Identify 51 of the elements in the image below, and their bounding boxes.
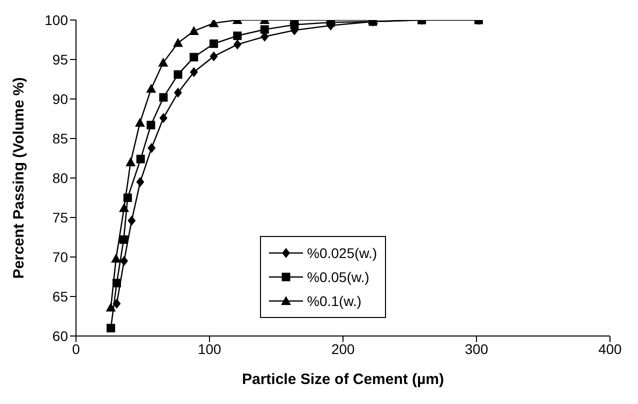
point bbox=[159, 93, 168, 102]
point bbox=[128, 216, 136, 226]
point bbox=[159, 112, 168, 123]
point bbox=[112, 298, 121, 309]
x-tick-label: 400 bbox=[598, 340, 622, 357]
point bbox=[119, 203, 130, 212]
point bbox=[123, 194, 132, 202]
point bbox=[106, 302, 116, 312]
y-tick-label: 90 bbox=[52, 90, 68, 107]
point bbox=[106, 324, 116, 332]
point bbox=[208, 20, 219, 28]
point bbox=[111, 254, 122, 263]
y-axis-title: Percent Passing (Volume %) bbox=[10, 77, 28, 279]
point bbox=[146, 120, 156, 130]
y-tick-label: 85 bbox=[52, 130, 68, 146]
point bbox=[210, 39, 218, 48]
y-tick-label: 75 bbox=[52, 209, 68, 226]
x-tick-label: 100 bbox=[198, 340, 222, 357]
point bbox=[190, 52, 198, 62]
y-tick-label: 65 bbox=[52, 288, 68, 304]
point bbox=[233, 32, 242, 40]
y-tick-label: 95 bbox=[52, 51, 68, 68]
point bbox=[174, 70, 182, 79]
point bbox=[136, 176, 144, 187]
point bbox=[210, 51, 218, 62]
legend-label: %0.025(w.) bbox=[307, 245, 378, 261]
x-tick-label: 0 bbox=[72, 340, 80, 357]
y-tick-label: 70 bbox=[52, 248, 68, 265]
x-tick-label: 200 bbox=[331, 340, 355, 357]
point bbox=[188, 26, 199, 36]
point bbox=[126, 157, 136, 166]
point bbox=[134, 118, 145, 127]
point bbox=[190, 67, 198, 78]
point bbox=[120, 256, 128, 266]
legend-label: %0.1(w.) bbox=[307, 293, 362, 309]
x-axis-title: Particle Size of Cement (µm) bbox=[242, 371, 444, 388]
point bbox=[136, 154, 145, 164]
point bbox=[233, 39, 242, 50]
point bbox=[112, 278, 121, 288]
y-tick-label: 80 bbox=[52, 170, 68, 186]
y-tick-label: 60 bbox=[52, 328, 68, 344]
point bbox=[260, 25, 269, 34]
x-tick-label: 300 bbox=[464, 340, 488, 357]
legend-label: %0.05(w.) bbox=[307, 269, 370, 285]
point bbox=[158, 58, 168, 67]
point bbox=[148, 142, 156, 153]
point bbox=[172, 38, 183, 47]
point bbox=[119, 235, 128, 244]
point bbox=[146, 84, 156, 93]
point bbox=[174, 88, 182, 98]
y-tick-label: 100 bbox=[44, 12, 68, 28]
